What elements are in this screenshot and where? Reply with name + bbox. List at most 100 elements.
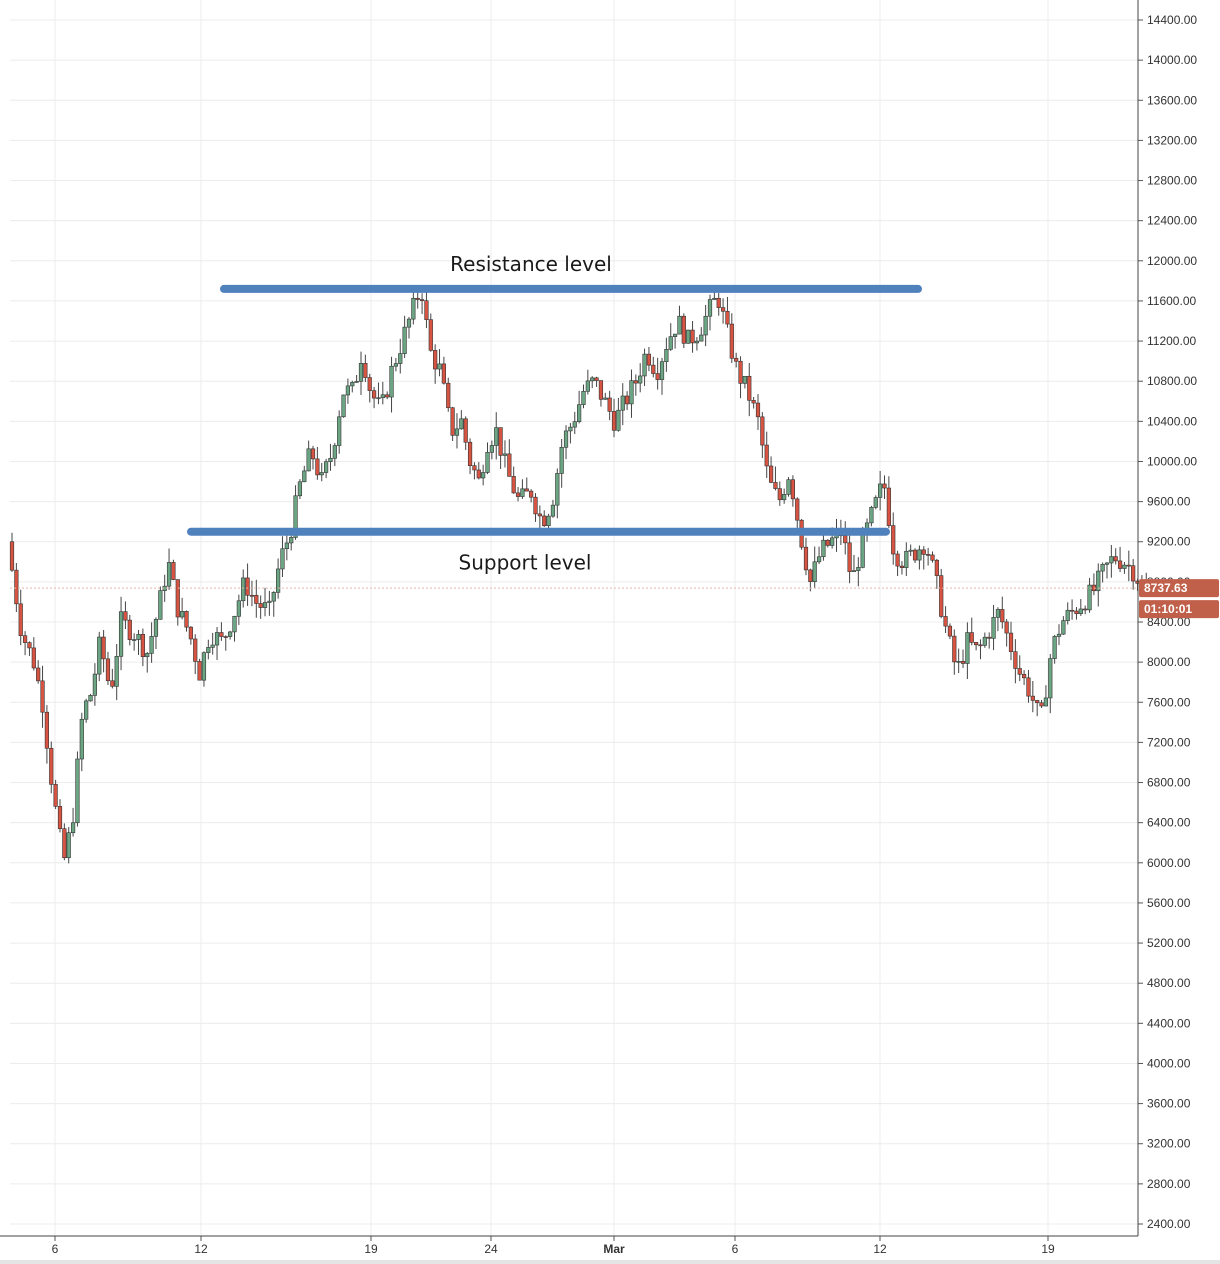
candle-down (184, 611, 189, 628)
y-tick-label: 11600.00 (1147, 294, 1196, 308)
y-tick-label: 8000.00 (1147, 655, 1191, 669)
candle-down (882, 483, 887, 489)
candle-down (768, 465, 774, 483)
countdown-label: 01:10:01 (1144, 602, 1192, 616)
candle-down (53, 784, 58, 807)
candle-down (110, 680, 115, 687)
candle-up (502, 453, 508, 456)
candle-down (725, 310, 730, 325)
candle-down (1013, 651, 1018, 669)
candle-down (175, 579, 180, 618)
candle-up (485, 452, 490, 473)
candle-down (44, 711, 49, 749)
candle-up (917, 549, 922, 561)
candle-up (306, 448, 311, 472)
x-tick-label: 6 (732, 1242, 739, 1256)
candle-down (1069, 609, 1075, 612)
candle-up (145, 653, 150, 658)
candle-down (22, 635, 28, 643)
candle-up (786, 479, 791, 495)
candle-up (341, 394, 346, 418)
candle-up (411, 297, 416, 320)
candle-down (891, 525, 896, 555)
candle-up (337, 416, 342, 446)
candle-up (228, 631, 233, 637)
levels: Resistance level Support level (187, 252, 922, 575)
candle-down (790, 479, 795, 500)
candle-down (223, 636, 228, 638)
candle-down (751, 400, 756, 404)
candle-up (358, 363, 364, 382)
candle-down (433, 350, 438, 370)
candle-down (978, 644, 983, 647)
x-tick-label: Mar (603, 1242, 625, 1256)
candle-up (319, 472, 324, 476)
candle-down (716, 297, 721, 308)
candle-up (293, 495, 298, 538)
candle-up (1048, 658, 1053, 699)
candle-down (912, 549, 918, 561)
y-tick-label: 5600.00 (1147, 896, 1191, 910)
candle-down (363, 363, 368, 378)
candle-down (747, 375, 752, 401)
candle-up (1104, 562, 1110, 565)
candle-down (651, 364, 656, 374)
candle-down (188, 626, 193, 640)
candle-down (529, 490, 534, 498)
y-tick-label: 14400.00 (1147, 13, 1197, 27)
candle-down (1000, 609, 1005, 623)
candle-up (577, 404, 582, 423)
candle-up (302, 470, 307, 483)
y-tick-label: 6800.00 (1147, 776, 1191, 790)
y-tick-label: 5200.00 (1147, 936, 1191, 950)
candle-up (742, 375, 747, 384)
candle-down (419, 299, 425, 302)
candle-up (995, 609, 1001, 618)
candle-down (594, 377, 599, 381)
candle-down (825, 539, 830, 546)
candle-up (158, 590, 163, 620)
scrollbar-track[interactable] (0, 1260, 1220, 1264)
candle-up (75, 758, 80, 824)
x-tick-label: 12 (194, 1242, 208, 1256)
countdown-badge (1139, 600, 1219, 619)
candle-down (524, 488, 529, 492)
candle-down (777, 488, 782, 501)
candle-up (1100, 564, 1105, 572)
candle-down (446, 382, 451, 409)
candle-up (812, 561, 817, 582)
candle-up (437, 363, 442, 370)
candle-up (323, 461, 329, 473)
y-tick-label: 7600.00 (1147, 695, 1191, 709)
candle-down (498, 427, 503, 456)
candle-down (62, 828, 67, 859)
candle-up (267, 600, 272, 603)
candle-up (659, 361, 665, 380)
y-tick-label: 11200.00 (1147, 334, 1196, 348)
x-tick-label: 19 (364, 1242, 378, 1256)
y-tick-label: 4800.00 (1147, 976, 1191, 990)
candle-down (773, 482, 778, 489)
y-tick-label: 3200.00 (1147, 1137, 1191, 1151)
candle-down (245, 577, 250, 596)
candle-up (79, 718, 84, 760)
candle-up (132, 639, 137, 641)
candle-up (376, 397, 381, 400)
candle-up (965, 632, 970, 664)
candle-down (197, 661, 202, 681)
candle-down (886, 487, 891, 526)
candle-up (118, 611, 124, 657)
candle-up (350, 382, 355, 387)
candle-down (424, 300, 429, 320)
candle-down (385, 394, 390, 398)
candle-up (568, 426, 573, 432)
candle-up (494, 427, 499, 446)
x-tick-label: 24 (484, 1242, 498, 1256)
candle-down (952, 635, 957, 663)
candle-down (755, 402, 761, 418)
candle-down (1017, 668, 1022, 675)
candle-down (371, 390, 377, 399)
candle-up (92, 673, 97, 696)
candle-up (380, 394, 385, 399)
candle-down (219, 632, 224, 637)
